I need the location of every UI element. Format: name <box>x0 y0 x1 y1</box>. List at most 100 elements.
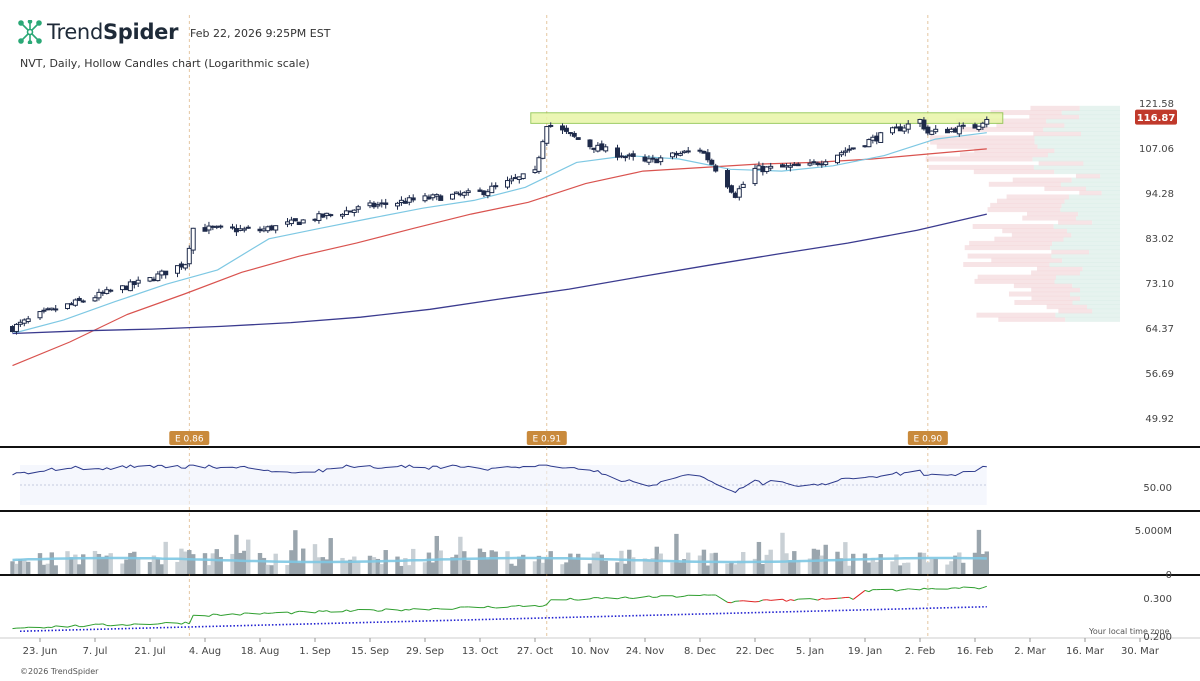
volume-bar <box>293 530 298 574</box>
volume-bar <box>560 564 565 574</box>
indicator-segment <box>102 623 107 626</box>
indicator-segment <box>959 586 964 589</box>
profile-bar-down <box>977 274 1056 280</box>
volume-bar <box>320 557 326 574</box>
volume-bar <box>505 551 510 574</box>
volume-bar <box>874 561 879 574</box>
profile-bar-up <box>1085 186 1120 192</box>
candle-body <box>736 188 742 198</box>
profile-bar-down <box>1031 287 1081 293</box>
earnings-badge[interactable] <box>907 431 948 445</box>
profile-bar-up <box>1053 224 1120 230</box>
volume-bar <box>10 561 15 574</box>
candle-body <box>450 193 455 200</box>
candle-body <box>457 193 463 196</box>
volume-bar <box>422 562 428 574</box>
profile-bar-down <box>967 253 1052 259</box>
candle-body <box>567 132 573 135</box>
volume-bar <box>972 552 978 574</box>
candle-body <box>846 148 852 151</box>
sma-short-line <box>12 132 987 335</box>
time-tick-label: 19. Jan <box>848 646 883 657</box>
candle-body <box>127 281 133 292</box>
indicator-segment <box>236 613 241 616</box>
profile-bar-up <box>1055 274 1120 280</box>
indicator-segment <box>570 597 575 601</box>
volume-bar <box>104 555 109 574</box>
candle-body <box>512 177 518 180</box>
time-tick-label: 24. Nov <box>626 646 665 657</box>
volume-bar <box>957 552 962 574</box>
profile-bar-down <box>990 202 1062 208</box>
volume-bar <box>839 558 844 574</box>
indicator-panels: 50.00 5.000M 0 0.300 0.200 <box>10 464 1172 643</box>
candle-body <box>493 185 499 188</box>
candle-body <box>705 152 711 161</box>
earnings-badge[interactable] <box>526 431 567 445</box>
volume-bar <box>733 564 738 574</box>
candle-body <box>214 225 220 228</box>
indicator-segment <box>656 595 661 598</box>
volume-bar <box>807 558 813 574</box>
volume-bar <box>45 563 51 574</box>
volume-bar <box>179 548 184 574</box>
volume-bar <box>843 542 848 574</box>
volume-bar <box>650 558 656 574</box>
indicator-segment <box>904 588 909 590</box>
volume-bar <box>356 561 361 574</box>
volume-bar <box>509 563 514 574</box>
volume-bar <box>273 553 278 574</box>
rsi-tick-label: 50.00 <box>1143 483 1172 494</box>
indicator-trend-line <box>19 605 987 633</box>
candle-body <box>516 176 522 180</box>
volume-bar <box>49 552 54 574</box>
volume-bar <box>933 558 938 574</box>
profile-bar-up <box>1089 249 1120 255</box>
profile-bar-up <box>1043 126 1120 132</box>
volume-bar <box>764 554 769 574</box>
volume-bar <box>37 553 43 574</box>
time-tick-label: 2. Mar <box>1014 646 1046 657</box>
profile-bar-down <box>1079 190 1102 196</box>
profile-bar-up <box>1079 105 1120 111</box>
indicator-tick-label: 0.200 <box>1143 632 1172 643</box>
candle-body <box>37 311 43 319</box>
indicator-segment <box>130 623 135 626</box>
earnings-badge[interactable] <box>169 431 210 445</box>
indicator-segment <box>790 599 795 602</box>
indicator-segment <box>825 597 838 600</box>
volume-bar <box>737 560 742 574</box>
indicator-segment <box>71 624 76 627</box>
volume-bar <box>411 548 416 574</box>
candle-body <box>367 202 373 207</box>
volume-bar <box>147 562 153 574</box>
candle-body <box>945 128 950 134</box>
indicator-segment <box>67 625 72 628</box>
candle-body <box>351 209 357 213</box>
indicator-tick-label: 0.300 <box>1143 594 1172 605</box>
candle-body <box>72 299 78 306</box>
volume-bar <box>921 552 927 574</box>
candle-body <box>96 291 102 299</box>
candle-body <box>764 166 770 172</box>
volume-bar <box>22 559 27 574</box>
volume-bar <box>41 564 47 574</box>
profile-bar-up <box>1067 228 1120 234</box>
candle-body <box>752 167 758 185</box>
candle-body <box>316 213 322 221</box>
profile-bar-down <box>1051 249 1090 255</box>
indicator-segment <box>248 612 261 615</box>
indicator-segment <box>809 598 815 600</box>
indicator-segment <box>291 611 296 615</box>
volume-bar <box>713 552 718 574</box>
earnings-badges[interactable]: E 0.86 E 0.91 E 0.90 <box>169 431 948 445</box>
profile-bar-up <box>1081 131 1120 137</box>
indicator-segment <box>452 607 457 610</box>
indicator-segment <box>507 605 512 608</box>
indicator-segment <box>923 587 928 590</box>
volume-bar <box>53 565 58 574</box>
profile-bar-down <box>1026 211 1079 217</box>
candle-body <box>905 123 911 130</box>
candle-body <box>45 308 51 311</box>
